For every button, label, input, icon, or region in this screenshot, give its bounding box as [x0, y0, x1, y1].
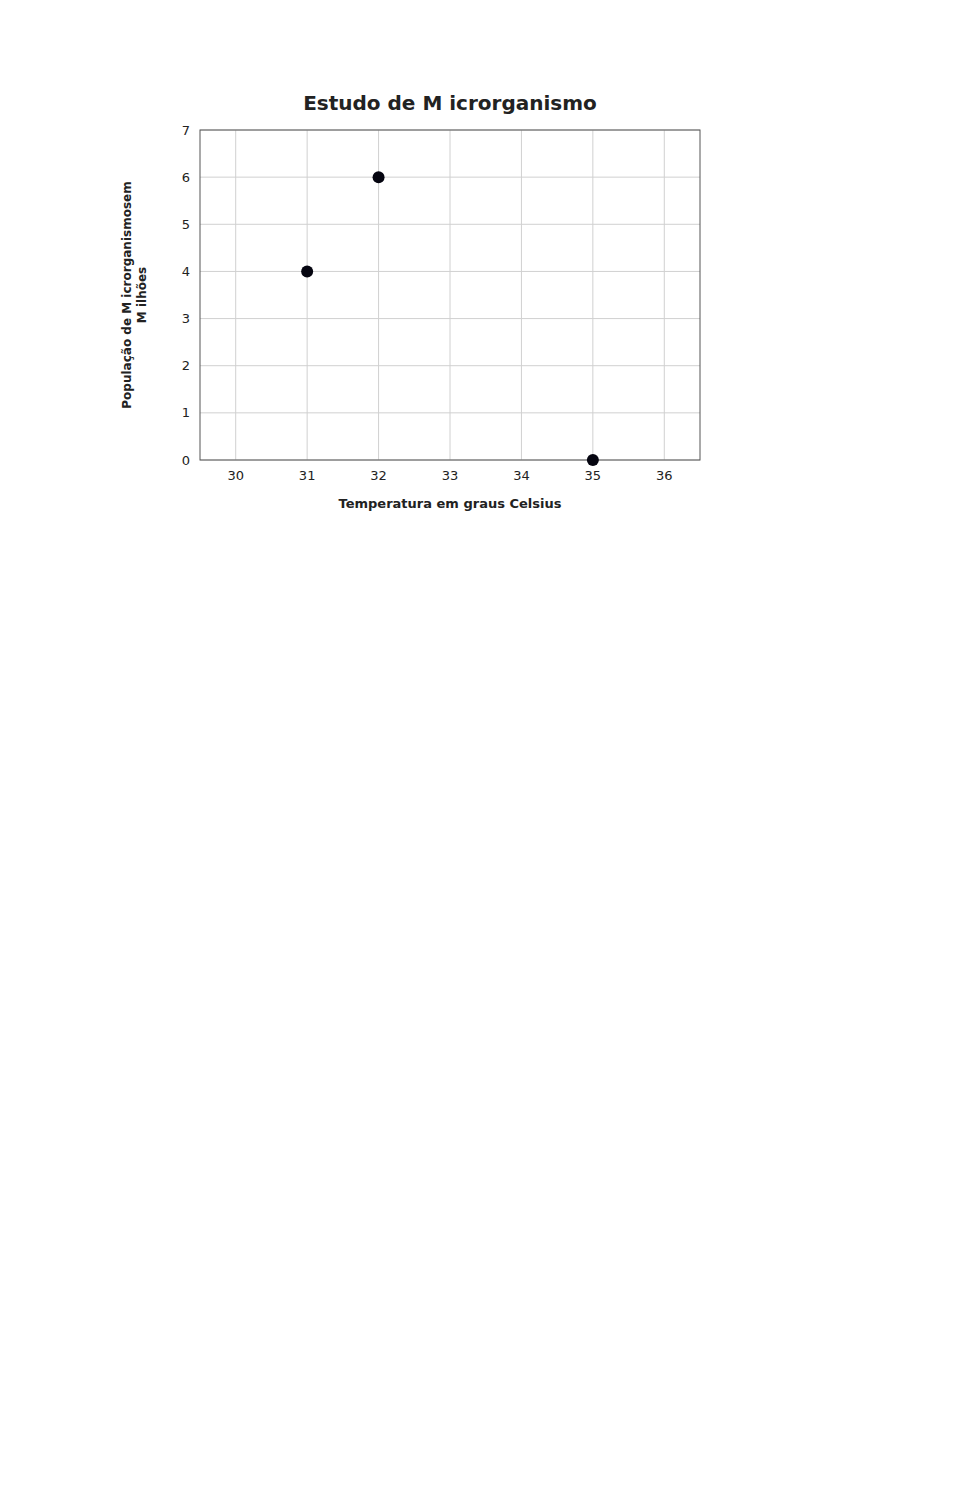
x-tick-label: 31: [299, 468, 316, 483]
x-grid-line: [450, 130, 451, 460]
y-grid-line: [200, 412, 700, 413]
y-tick-label: 6: [182, 170, 190, 185]
x-tick-label: 30: [227, 468, 244, 483]
y-grid-line: [200, 318, 700, 319]
y-axis-label: População de M icrorganismosemM ilhões: [120, 181, 149, 408]
y-grid-line: [200, 365, 700, 366]
grid: [200, 130, 700, 460]
x-axis-label: Temperatura em graus Celsius: [339, 496, 562, 511]
chart-svg: 3031323334353601234567Estudo de M icrorg…: [0, 0, 960, 1497]
x-tick-label: 34: [513, 468, 530, 483]
x-grid-line: [664, 130, 665, 460]
y-grid-line: [200, 177, 700, 178]
x-grid-line: [307, 130, 308, 460]
chart-container: 3031323334353601234567Estudo de M icrorg…: [0, 0, 960, 1497]
plot-frame: [200, 130, 700, 460]
title: Estudo de M icrorganismo: [303, 91, 597, 115]
y-tick-label: 7: [182, 123, 190, 138]
x-tick-label: 32: [370, 468, 387, 483]
page: {"chart_data": {"type": "scatter", "titl…: [0, 0, 960, 1497]
points: [301, 171, 599, 466]
point: [301, 265, 313, 277]
y-tick-label: 5: [182, 217, 190, 232]
y-axis-label-line: População de M icrorganismosem: [120, 181, 134, 408]
y-tick-label: 4: [182, 264, 190, 279]
y-axis-label-line: M ilhões: [135, 267, 149, 323]
y-tick-label: 2: [182, 358, 190, 373]
x-grid-line: [592, 130, 593, 460]
y-tick-label: 0: [182, 453, 190, 468]
x-tick-label: 35: [585, 468, 602, 483]
y-tick-label: 3: [182, 311, 190, 326]
y-tick-label: 1: [182, 405, 190, 420]
point: [587, 454, 599, 466]
x-tick-label: 33: [442, 468, 459, 483]
x-grid-line: [521, 130, 522, 460]
x-tick-label: 36: [656, 468, 673, 483]
point: [373, 171, 385, 183]
y-grid-line: [200, 271, 700, 272]
x-grid-line: [235, 130, 236, 460]
y-grid-line: [200, 224, 700, 225]
plot-background: [200, 130, 700, 460]
